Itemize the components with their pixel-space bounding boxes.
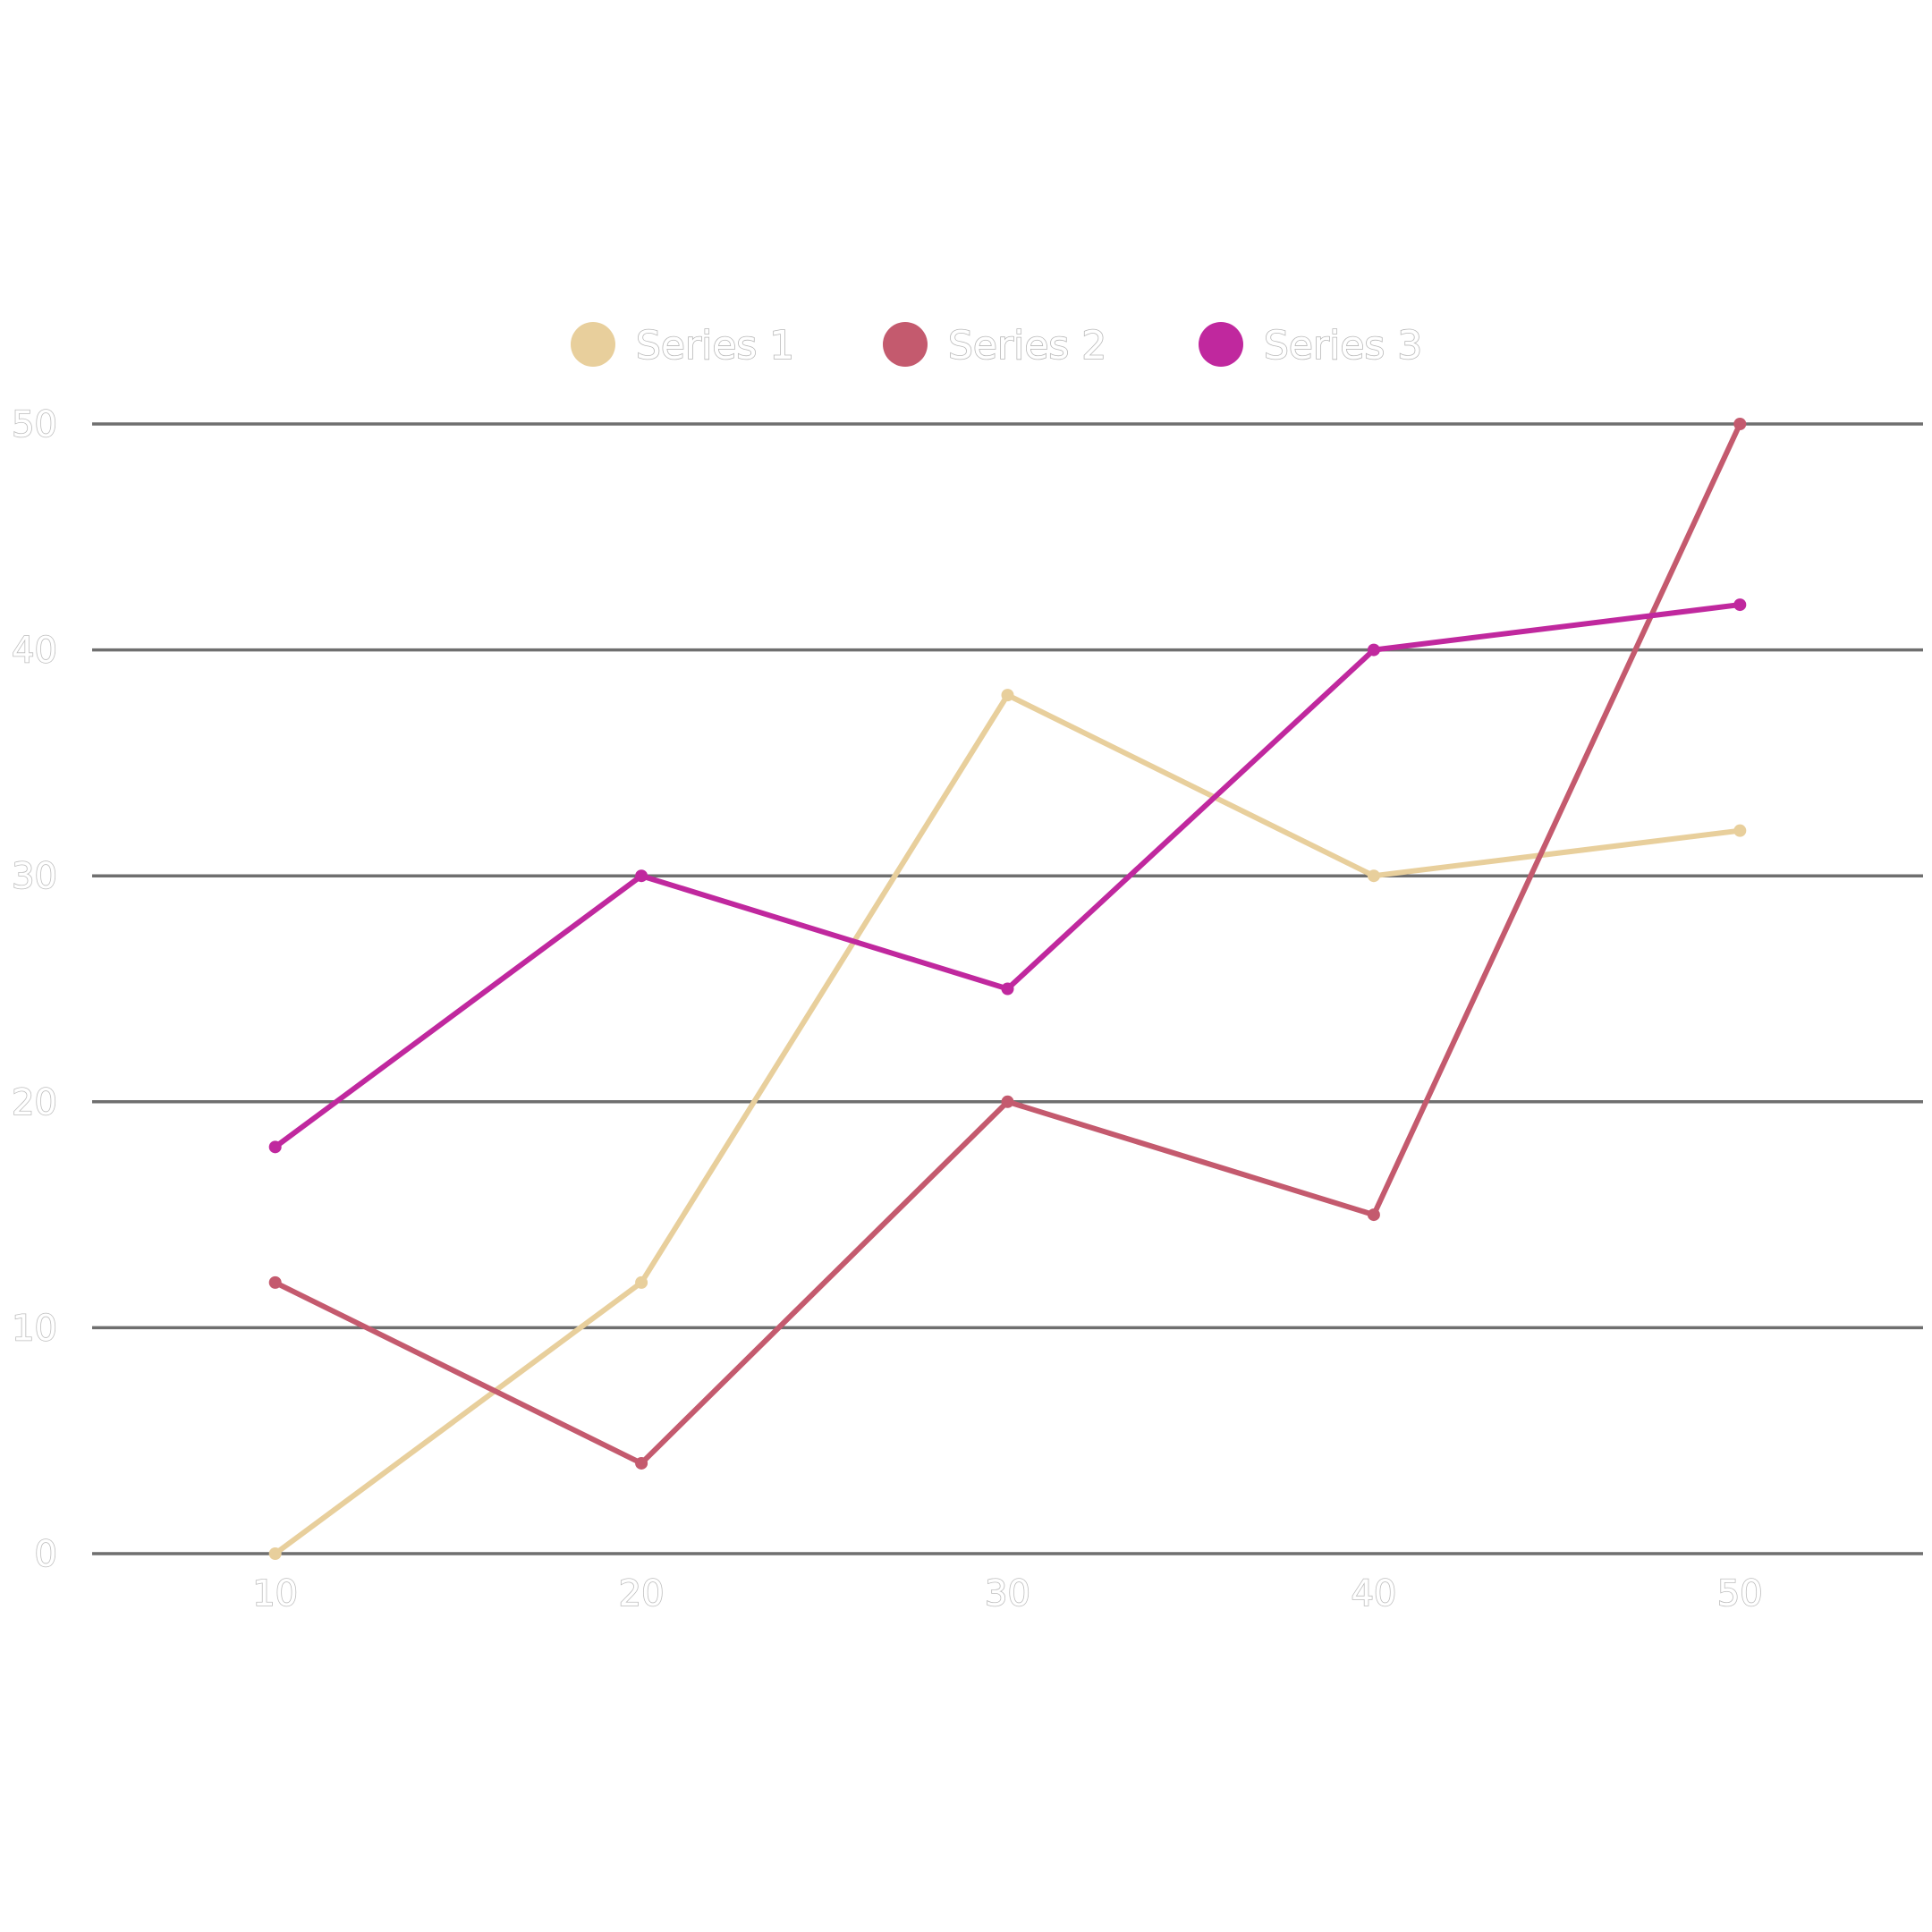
series-3-point-20 (635, 869, 648, 883)
series-1 (268, 689, 1747, 1560)
series-2-line (272, 421, 1743, 1466)
series-3-point-50 (1733, 598, 1747, 612)
y-axis-ticks: 0 10 20 30 40 50 (11, 403, 58, 1576)
legend-item-3: Series 3 (1199, 322, 1423, 369)
series-2-point-50 (1733, 418, 1747, 430)
x-tick-label-20: 20 (619, 1573, 665, 1614)
series-lines (268, 418, 1747, 1560)
x-tick-label-40: 40 (1351, 1573, 1396, 1614)
series-3-point-30 (1001, 982, 1014, 996)
y-tick-label-30: 30 (12, 856, 57, 897)
series-1-line (272, 692, 1743, 1556)
legend-label-1: Series 1 (636, 323, 794, 369)
legend: Series 1 Series 2 Series 3 (571, 322, 1423, 369)
series-1-point-10 (268, 1547, 282, 1560)
y-tick-label-0: 0 (35, 1534, 57, 1575)
series-1-point-50 (1733, 824, 1747, 837)
series-2-point-40 (1367, 1208, 1380, 1222)
legend-item-1: Series 1 (571, 322, 795, 369)
series-3-point-40 (1367, 643, 1380, 657)
x-tick-label-30: 30 (985, 1573, 1030, 1614)
y-tick-label-20: 20 (12, 1082, 57, 1123)
series-3 (268, 598, 1747, 1154)
y-tick-label-50: 50 (12, 404, 57, 445)
legend-label-3: Series 3 (1264, 323, 1422, 369)
x-tick-label-50: 50 (1717, 1573, 1763, 1614)
legend-swatch-2 (883, 322, 928, 367)
series-1-point-20 (635, 1275, 648, 1289)
series-3-point-10 (268, 1140, 282, 1154)
series-1-point-30 (1001, 689, 1014, 702)
y-tick-label-10: 10 (12, 1308, 57, 1349)
x-axis-ticks: 10 20 30 40 50 (251, 1572, 1763, 1615)
legend-swatch-3 (1199, 322, 1243, 367)
legend-item-2: Series 2 (883, 322, 1107, 369)
legend-label-2: Series 2 (948, 323, 1106, 369)
legend-swatch-1 (571, 322, 615, 367)
series-2 (268, 418, 1747, 1470)
series-2-point-20 (635, 1456, 648, 1470)
x-tick-label-10: 10 (252, 1573, 298, 1614)
series-1-point-40 (1367, 869, 1380, 883)
series-2-point-30 (1001, 1095, 1014, 1108)
y-tick-label-40: 40 (12, 631, 57, 672)
series-2-point-10 (268, 1275, 282, 1289)
